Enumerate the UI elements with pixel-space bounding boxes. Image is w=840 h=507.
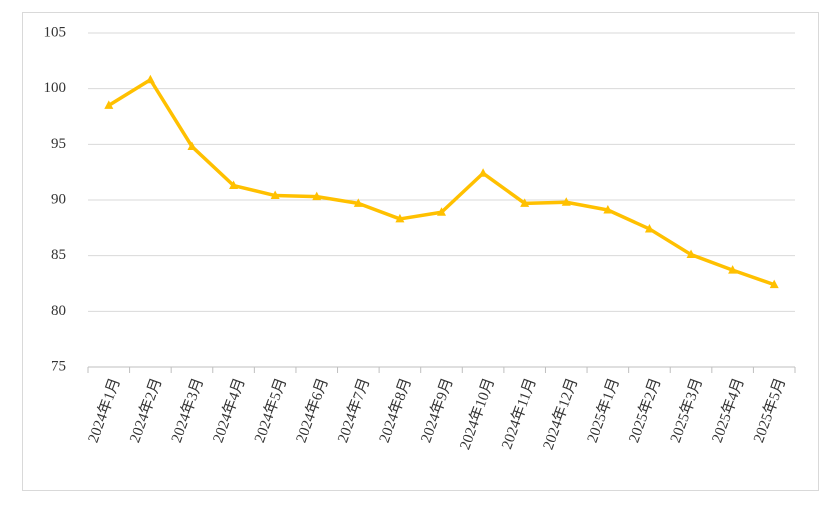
marker <box>686 249 696 259</box>
marker <box>187 141 197 151</box>
y-tick-label: 80 <box>51 303 66 319</box>
marker <box>561 197 571 206</box>
marker <box>395 213 405 223</box>
marker <box>728 265 738 274</box>
y-tick-label: 85 <box>51 247 66 263</box>
marker <box>104 100 114 109</box>
marker <box>478 168 488 177</box>
y-tick-label: 100 <box>44 80 67 96</box>
marker <box>520 198 530 207</box>
marker <box>270 190 280 200</box>
marker <box>145 74 155 84</box>
marker <box>644 223 654 233</box>
marker <box>603 205 613 214</box>
y-tick-label: 90 <box>51 191 66 207</box>
marker <box>437 207 446 216</box>
marker <box>312 191 322 201</box>
marker <box>353 198 363 207</box>
marker <box>229 180 239 190</box>
y-tick-label: 95 <box>51 136 66 152</box>
marker <box>769 279 779 289</box>
y-tick-label: 105 <box>44 24 67 40</box>
y-tick-label: 75 <box>51 358 66 374</box>
